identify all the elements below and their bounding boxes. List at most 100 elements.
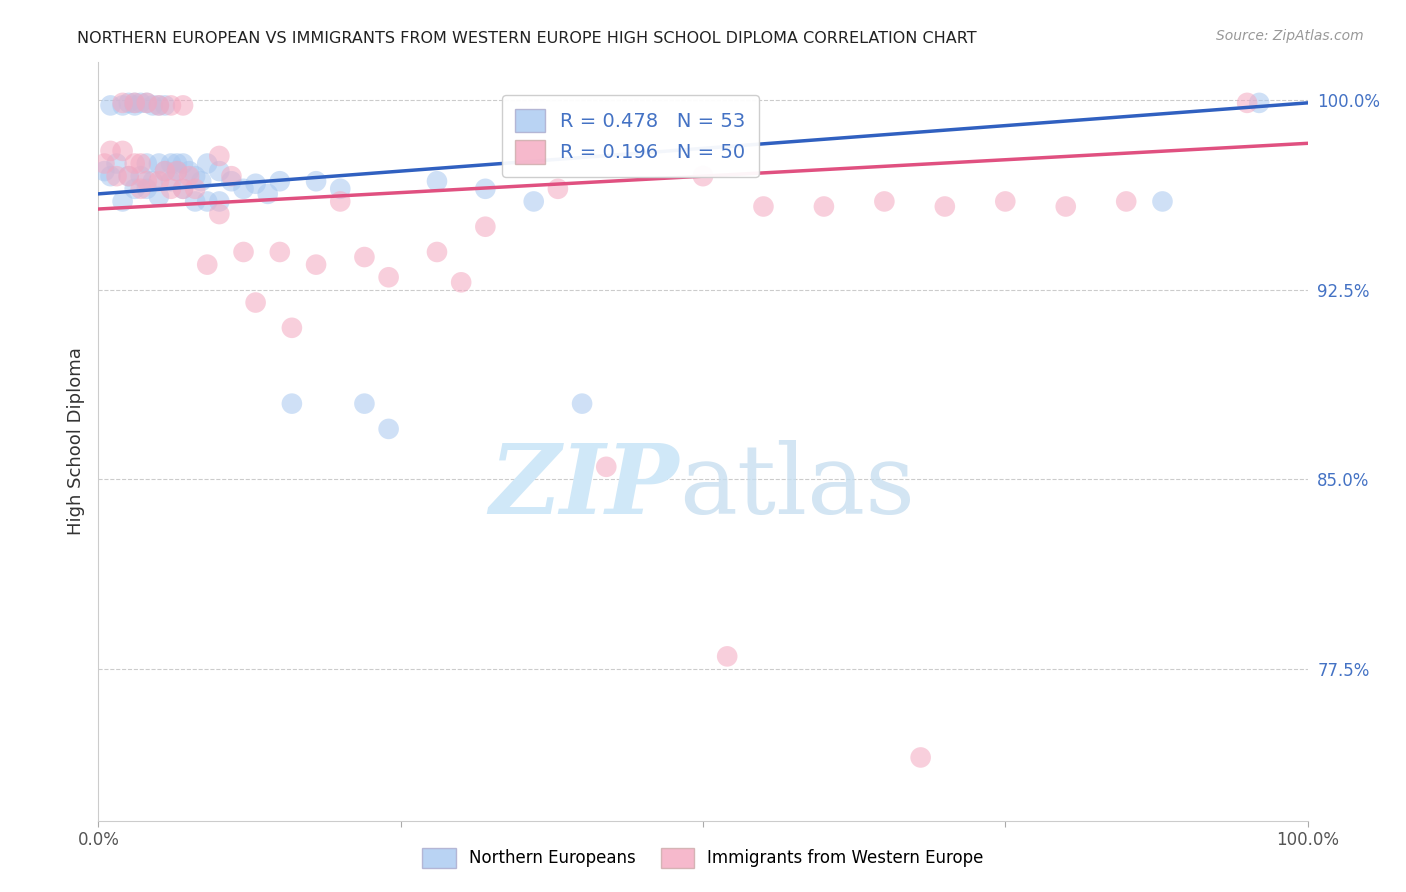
Point — [184, 182, 207, 196]
Point — [111, 194, 134, 209]
Point — [93, 164, 115, 178]
Point — [377, 270, 399, 285]
Point — [281, 397, 304, 411]
Point — [1249, 95, 1271, 110]
Point — [129, 95, 152, 110]
Point — [118, 169, 141, 184]
Point — [135, 95, 157, 110]
Point — [100, 144, 122, 158]
Y-axis label: High School Diploma: High School Diploma — [66, 348, 84, 535]
Point — [124, 156, 146, 170]
Text: Source: ZipAtlas.com: Source: ZipAtlas.com — [1216, 29, 1364, 43]
Point — [172, 98, 194, 112]
Point — [752, 200, 775, 214]
Point — [105, 169, 128, 184]
Point — [190, 174, 212, 188]
Point — [100, 98, 122, 112]
Point — [281, 320, 304, 334]
Point — [269, 174, 291, 188]
Point — [142, 98, 165, 112]
Point — [208, 164, 231, 178]
Point — [105, 156, 128, 170]
Point — [184, 194, 207, 209]
Point — [184, 169, 207, 184]
Point — [813, 200, 835, 214]
Point — [934, 200, 956, 214]
Point — [994, 194, 1017, 209]
Point — [195, 156, 218, 170]
Point — [172, 182, 194, 196]
Point — [153, 164, 176, 178]
Point — [1054, 200, 1077, 214]
Point — [124, 98, 146, 112]
Point — [221, 174, 243, 188]
Point — [232, 245, 254, 260]
Point — [245, 177, 267, 191]
Point — [353, 397, 375, 411]
Point — [426, 174, 449, 188]
Point — [353, 250, 375, 264]
Point — [166, 156, 188, 170]
Point — [208, 207, 231, 221]
Point — [1152, 194, 1174, 209]
Point — [179, 169, 201, 184]
Point — [269, 245, 291, 260]
Legend: Northern Europeans, Immigrants from Western Europe: Northern Europeans, Immigrants from West… — [416, 841, 990, 875]
Point — [148, 156, 170, 170]
Point — [1236, 95, 1258, 110]
Point — [523, 194, 546, 209]
Point — [135, 156, 157, 170]
Point — [160, 156, 183, 170]
Point — [118, 169, 141, 184]
Point — [124, 182, 146, 196]
Point — [329, 182, 352, 196]
Point — [135, 174, 157, 188]
Point — [135, 95, 157, 110]
Point — [111, 95, 134, 110]
Point — [111, 144, 134, 158]
Point — [179, 164, 201, 178]
Point — [232, 182, 254, 196]
Point — [305, 258, 328, 272]
Point — [208, 194, 231, 209]
Text: atlas: atlas — [679, 440, 915, 534]
Point — [142, 174, 165, 188]
Point — [153, 98, 176, 112]
Point — [910, 750, 932, 764]
Point — [377, 422, 399, 436]
Point — [111, 98, 134, 112]
Point — [692, 169, 714, 184]
Text: ZIP: ZIP — [489, 440, 679, 534]
Point — [571, 397, 593, 411]
Point — [1115, 194, 1137, 209]
Point — [148, 189, 170, 203]
Point — [305, 174, 328, 188]
Point — [245, 295, 267, 310]
Point — [124, 95, 146, 110]
Point — [129, 182, 152, 196]
Point — [426, 245, 449, 260]
Point — [474, 219, 496, 234]
Point — [172, 182, 194, 196]
Point — [474, 182, 496, 196]
Point — [148, 98, 170, 112]
Text: NORTHERN EUROPEAN VS IMMIGRANTS FROM WESTERN EUROPE HIGH SCHOOL DIPLOMA CORRELAT: NORTHERN EUROPEAN VS IMMIGRANTS FROM WES… — [77, 31, 977, 46]
Point — [256, 186, 278, 201]
Point — [716, 649, 738, 664]
Point — [166, 164, 188, 178]
Point — [153, 164, 176, 178]
Point — [124, 95, 146, 110]
Point — [329, 194, 352, 209]
Point — [160, 174, 183, 188]
Point — [195, 194, 218, 209]
Point — [160, 98, 183, 112]
Point — [93, 156, 115, 170]
Point — [221, 169, 243, 184]
Point — [547, 182, 569, 196]
Point — [100, 169, 122, 184]
Point — [129, 156, 152, 170]
Point — [595, 459, 617, 474]
Point — [208, 149, 231, 163]
Point — [160, 182, 183, 196]
Point — [135, 182, 157, 196]
